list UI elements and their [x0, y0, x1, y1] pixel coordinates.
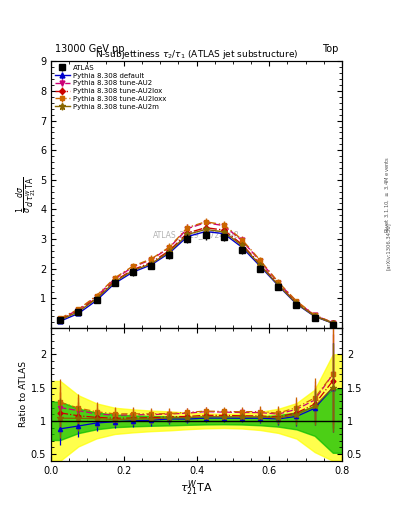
Y-axis label: Ratio to ATLAS: Ratio to ATLAS — [19, 361, 28, 427]
Text: [arXiv:1306.3436]: [arXiv:1306.3436] — [386, 222, 391, 270]
Text: Rivet 3.1.10, $\geq$ 3.4M events: Rivet 3.1.10, $\geq$ 3.4M events — [384, 156, 391, 233]
Legend: ATLAS, Pythia 8.308 default, Pythia 8.308 tune-AU2, Pythia 8.308 tune-AU2lox, Py: ATLAS, Pythia 8.308 default, Pythia 8.30… — [53, 63, 168, 112]
Text: 13000 GeV pp: 13000 GeV pp — [55, 44, 125, 54]
Title: N-subjettiness $\tau_2/\tau_1$ (ATLAS jet substructure): N-subjettiness $\tau_2/\tau_1$ (ATLAS je… — [95, 48, 298, 61]
Y-axis label: $\frac{1}{\sigma}\frac{d\sigma}{d\,\tau_{21}^{W}\mathrm{TA}}$: $\frac{1}{\sigma}\frac{d\sigma}{d\,\tau_… — [14, 176, 39, 213]
Text: Top: Top — [321, 44, 338, 54]
X-axis label: $\tau_{21}^{W}\mathrm{TA}$: $\tau_{21}^{W}\mathrm{TA}$ — [180, 478, 213, 498]
Text: ATLAS_2019_I1724098: ATLAS_2019_I1724098 — [153, 230, 240, 239]
